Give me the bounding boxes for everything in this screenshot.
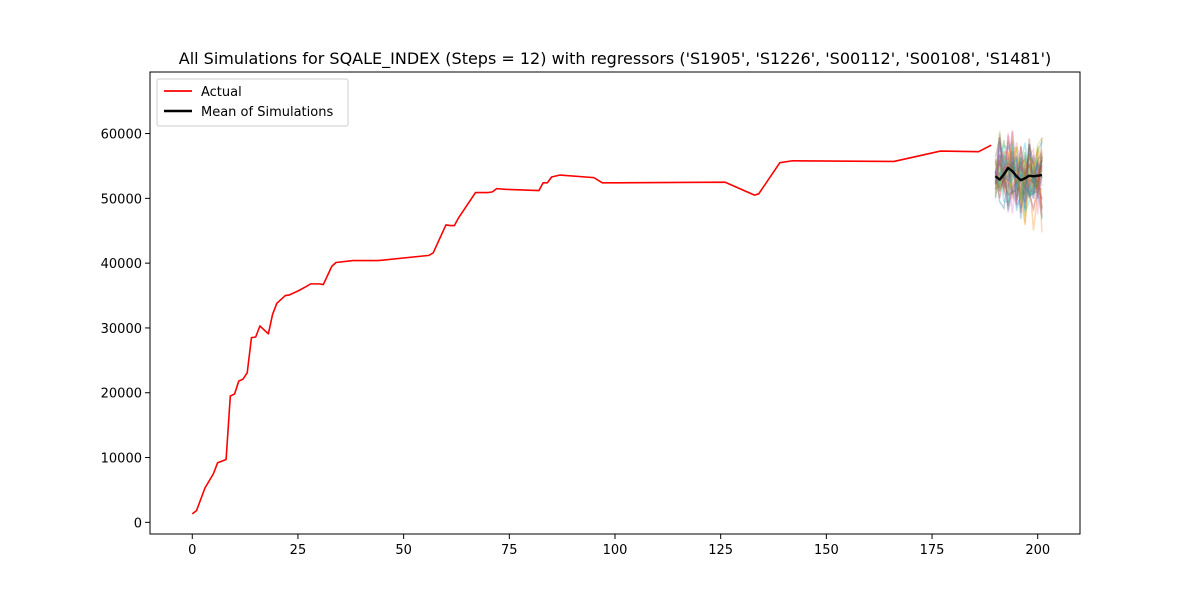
x-tick-label: 25: [290, 543, 307, 558]
simulation-line: [994, 139, 1043, 212]
actual-series-line: [191, 144, 992, 515]
simulation-line: [994, 153, 1043, 209]
simulation-line: [994, 151, 1043, 210]
simulation-line: [994, 137, 1043, 194]
simulation-line: [994, 130, 1043, 217]
simulation-line: [994, 146, 1043, 197]
simulation-line: [994, 150, 1043, 207]
y-tick-label: 50000: [101, 192, 142, 207]
y-tick-label: 30000: [101, 322, 142, 337]
simulation-line: [994, 141, 1043, 206]
y-tick-label: 60000: [101, 128, 142, 143]
x-tick-label: 150: [814, 543, 839, 558]
simulation-line: [994, 155, 1043, 191]
simulation-line: [994, 142, 1043, 220]
simulation-line: [994, 162, 1043, 214]
simulation-line: [994, 133, 1043, 196]
chart-title: All Simulations for SQALE_INDEX (Steps =…: [179, 49, 1052, 69]
simulation-line: [994, 138, 1043, 202]
x-tick-label: 100: [603, 543, 628, 558]
simulation-line: [994, 130, 1043, 194]
legend-box: [156, 78, 349, 127]
simulation-line: [994, 146, 1043, 213]
simulation-line: [994, 159, 1043, 212]
simulation-lines: [994, 130, 1043, 233]
legend-label-mean: Mean of Simulations: [201, 105, 333, 120]
x-tick-label: 200: [1025, 543, 1050, 558]
simulation-line: [994, 135, 1043, 201]
y-axis: 0 10000 20000 30000 40000 50000 60000: [101, 128, 150, 531]
x-tick-label: 175: [920, 543, 945, 558]
series-lines: [191, 144, 1043, 515]
simulation-line: [994, 145, 1043, 231]
simulation-line: [995, 157, 1043, 210]
simulation-line: [995, 143, 1043, 215]
simulation-line: [994, 136, 1042, 210]
x-tick-label: 75: [501, 543, 518, 558]
simulation-line: [994, 156, 1043, 199]
simulation-line: [994, 140, 1043, 196]
x-tick-label: 0: [188, 543, 196, 558]
y-tick-label: 0: [134, 516, 142, 531]
legend-label-actual: Actual: [201, 85, 242, 100]
simulation-line: [994, 141, 1043, 203]
simulation-line: [994, 155, 1043, 195]
x-axis: 0 25 50 75 100 125 150 175 200: [188, 534, 1050, 558]
simulation-line: [994, 149, 1043, 233]
simulation-line: [994, 153, 1043, 213]
x-tick-label: 50: [395, 543, 412, 558]
simulation-line: [994, 160, 1043, 199]
x-tick-label: 125: [708, 543, 733, 558]
y-tick-label: 20000: [101, 387, 142, 402]
simulation-line: [994, 148, 1043, 200]
y-tick-label: 10000: [101, 452, 142, 467]
legend: Actual Mean of Simulations: [156, 78, 349, 127]
mean-series-line: [994, 166, 1043, 182]
y-tick-label: 40000: [101, 257, 142, 272]
simulation-line: [994, 154, 1043, 209]
simulation-line: [994, 155, 1043, 219]
plot-frame: [149, 71, 1081, 535]
